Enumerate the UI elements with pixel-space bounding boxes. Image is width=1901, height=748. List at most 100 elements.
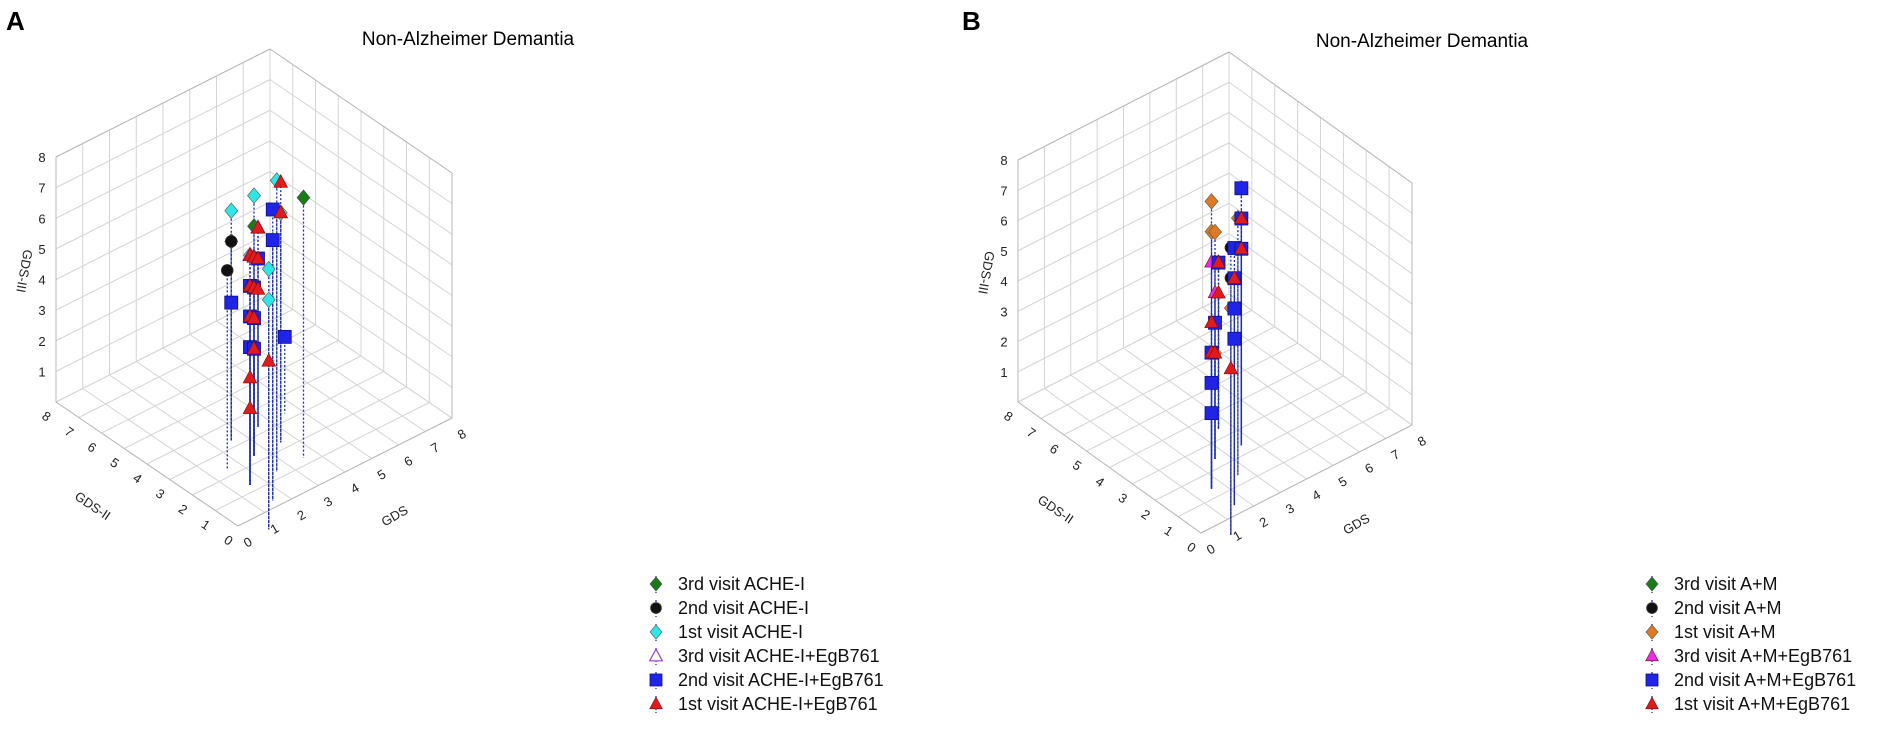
legend-entry: 1st visit A+M+EgB761: [1674, 694, 1850, 714]
data-point: [1223, 360, 1239, 375]
panel-letter: A: [6, 6, 25, 36]
data-point: [261, 291, 276, 309]
legend-marker: [1645, 673, 1659, 687]
y-tick-label: 5: [108, 455, 122, 471]
chart-title: Non-Alzheimer Demantia: [1316, 31, 1529, 52]
data-point: [273, 174, 289, 188]
panel-b: 01234567801234567812345678GDSGDS-IIGDS-I…: [962, 6, 1856, 714]
legend-marker: [1645, 624, 1659, 640]
data-point: [250, 281, 266, 295]
z-tick-label: 7: [1000, 183, 1007, 198]
x-axis-label: GDS: [1340, 510, 1372, 537]
x-tick-label: 3: [1283, 500, 1297, 517]
y-tick-label: 6: [85, 439, 99, 455]
data-point: [261, 352, 277, 367]
legend-entry: 2nd visit A+M: [1674, 598, 1782, 618]
x-tick-label: 4: [1309, 487, 1323, 504]
legend-entry: 1st visit A+M: [1674, 622, 1776, 642]
data-point: [1211, 254, 1226, 269]
y-tick-label: 8: [1001, 408, 1015, 424]
z-tick-label: 8: [1000, 153, 1007, 168]
grid: [1017, 51, 1413, 534]
z-tick-label: 2: [1000, 335, 1007, 350]
z-tick-label: 4: [38, 273, 45, 288]
legend-entry: 1st visit ACHE-I+EgB761: [678, 694, 878, 714]
data-point: [242, 369, 258, 384]
x-tick-label: 7: [1388, 446, 1402, 463]
data-point: [1204, 406, 1219, 421]
z-tick-label: 1: [38, 364, 45, 379]
data-point: [224, 202, 239, 220]
x-tick-label: 6: [1362, 460, 1376, 477]
z-tick-label: 6: [38, 211, 45, 226]
legend-marker: [649, 696, 663, 710]
x-tick-label: 5: [375, 466, 389, 483]
data-point: [1204, 375, 1219, 390]
data-points: [1204, 179, 1249, 421]
y-tick-label: 2: [1139, 506, 1153, 522]
legend-entry: 3rd visit ACHE-I: [678, 574, 805, 594]
legend-marker: [1646, 602, 1658, 614]
legend: 3rd visit A+M 2nd visit A+M 1st visit A+M 3…: [1645, 574, 1856, 714]
z-tick-label: 7: [38, 181, 45, 196]
data-point: [1208, 223, 1222, 241]
legend-entry: 2nd visit ACHE-I: [678, 598, 809, 618]
x-tick-label: 7: [428, 439, 442, 456]
series-5: [242, 174, 289, 414]
data-point: [1204, 314, 1219, 328]
y-tick-label: 8: [39, 408, 53, 424]
y-tick-label: 7: [1024, 424, 1038, 440]
x-tick-label: 5: [1336, 473, 1350, 490]
z-tick-label: 6: [1000, 214, 1007, 229]
x-tick-label: 8: [1415, 433, 1429, 450]
data-point: [261, 260, 276, 278]
z-axis-label: GDS-III: [975, 250, 997, 295]
x-tick-label: 1: [1230, 527, 1244, 544]
x-tick-label: 1: [268, 520, 282, 537]
data-point: [246, 340, 262, 355]
legend: 3rd visit ACHE-I 2nd visit ACHE-I 1st visi…: [648, 574, 884, 714]
z-tick-label: 4: [1000, 274, 1007, 289]
data-point: [1204, 193, 1219, 210]
legend-entry: 3rd visit ACHE-I+EgB761: [678, 646, 880, 666]
x-tick-label: 4: [348, 480, 362, 497]
x-tick-label: 2: [1257, 514, 1271, 531]
z-tick-label: 3: [1000, 304, 1007, 319]
data-point: [1234, 240, 1249, 255]
legend-marker: [649, 624, 663, 640]
data-point: [273, 204, 289, 219]
legend-marker: [649, 576, 663, 592]
legend-entry: 2nd visit A+M+EgB761: [1674, 670, 1856, 690]
data-point: [250, 250, 266, 265]
data-point: [220, 264, 234, 277]
data-point: [250, 219, 266, 234]
legend-marker: [648, 647, 664, 662]
z-tick-label: 5: [1000, 244, 1007, 259]
series-5: [1204, 210, 1249, 375]
data-points: [220, 172, 311, 414]
z-tick-label: 5: [38, 242, 45, 257]
panel-a: 01234567801234567812345678GDSGDS-IIGDS-I…: [6, 6, 884, 714]
data-point: [1227, 270, 1242, 284]
box-edges: [55, 48, 453, 527]
y-tick-label: 6: [1047, 441, 1061, 457]
y-tick-label: 7: [62, 424, 76, 440]
panel-letter: B: [962, 6, 981, 36]
data-point: [1211, 284, 1226, 299]
x-tick-label: 0: [241, 534, 255, 551]
legend-entry: 2nd visit ACHE-I+EgB761: [678, 670, 884, 690]
box-edges: [1017, 51, 1413, 534]
x-tick-label: 3: [321, 493, 335, 510]
legend-marker: [649, 673, 663, 687]
legend-entry: 1st visit ACHE-I: [678, 622, 803, 642]
legend-entry: 3rd visit A+M+EgB761: [1674, 646, 1852, 666]
y-tick-label: 5: [1070, 457, 1084, 473]
z-axis-label: GDS-III: [13, 248, 35, 293]
z-tick-label: 3: [38, 303, 45, 318]
legend-marker: [1645, 696, 1659, 710]
y-axis-label: GDS-II: [1035, 492, 1076, 527]
x-tick-label: 8: [455, 426, 469, 443]
data-point: [1227, 331, 1242, 346]
legend-marker: [650, 602, 662, 614]
